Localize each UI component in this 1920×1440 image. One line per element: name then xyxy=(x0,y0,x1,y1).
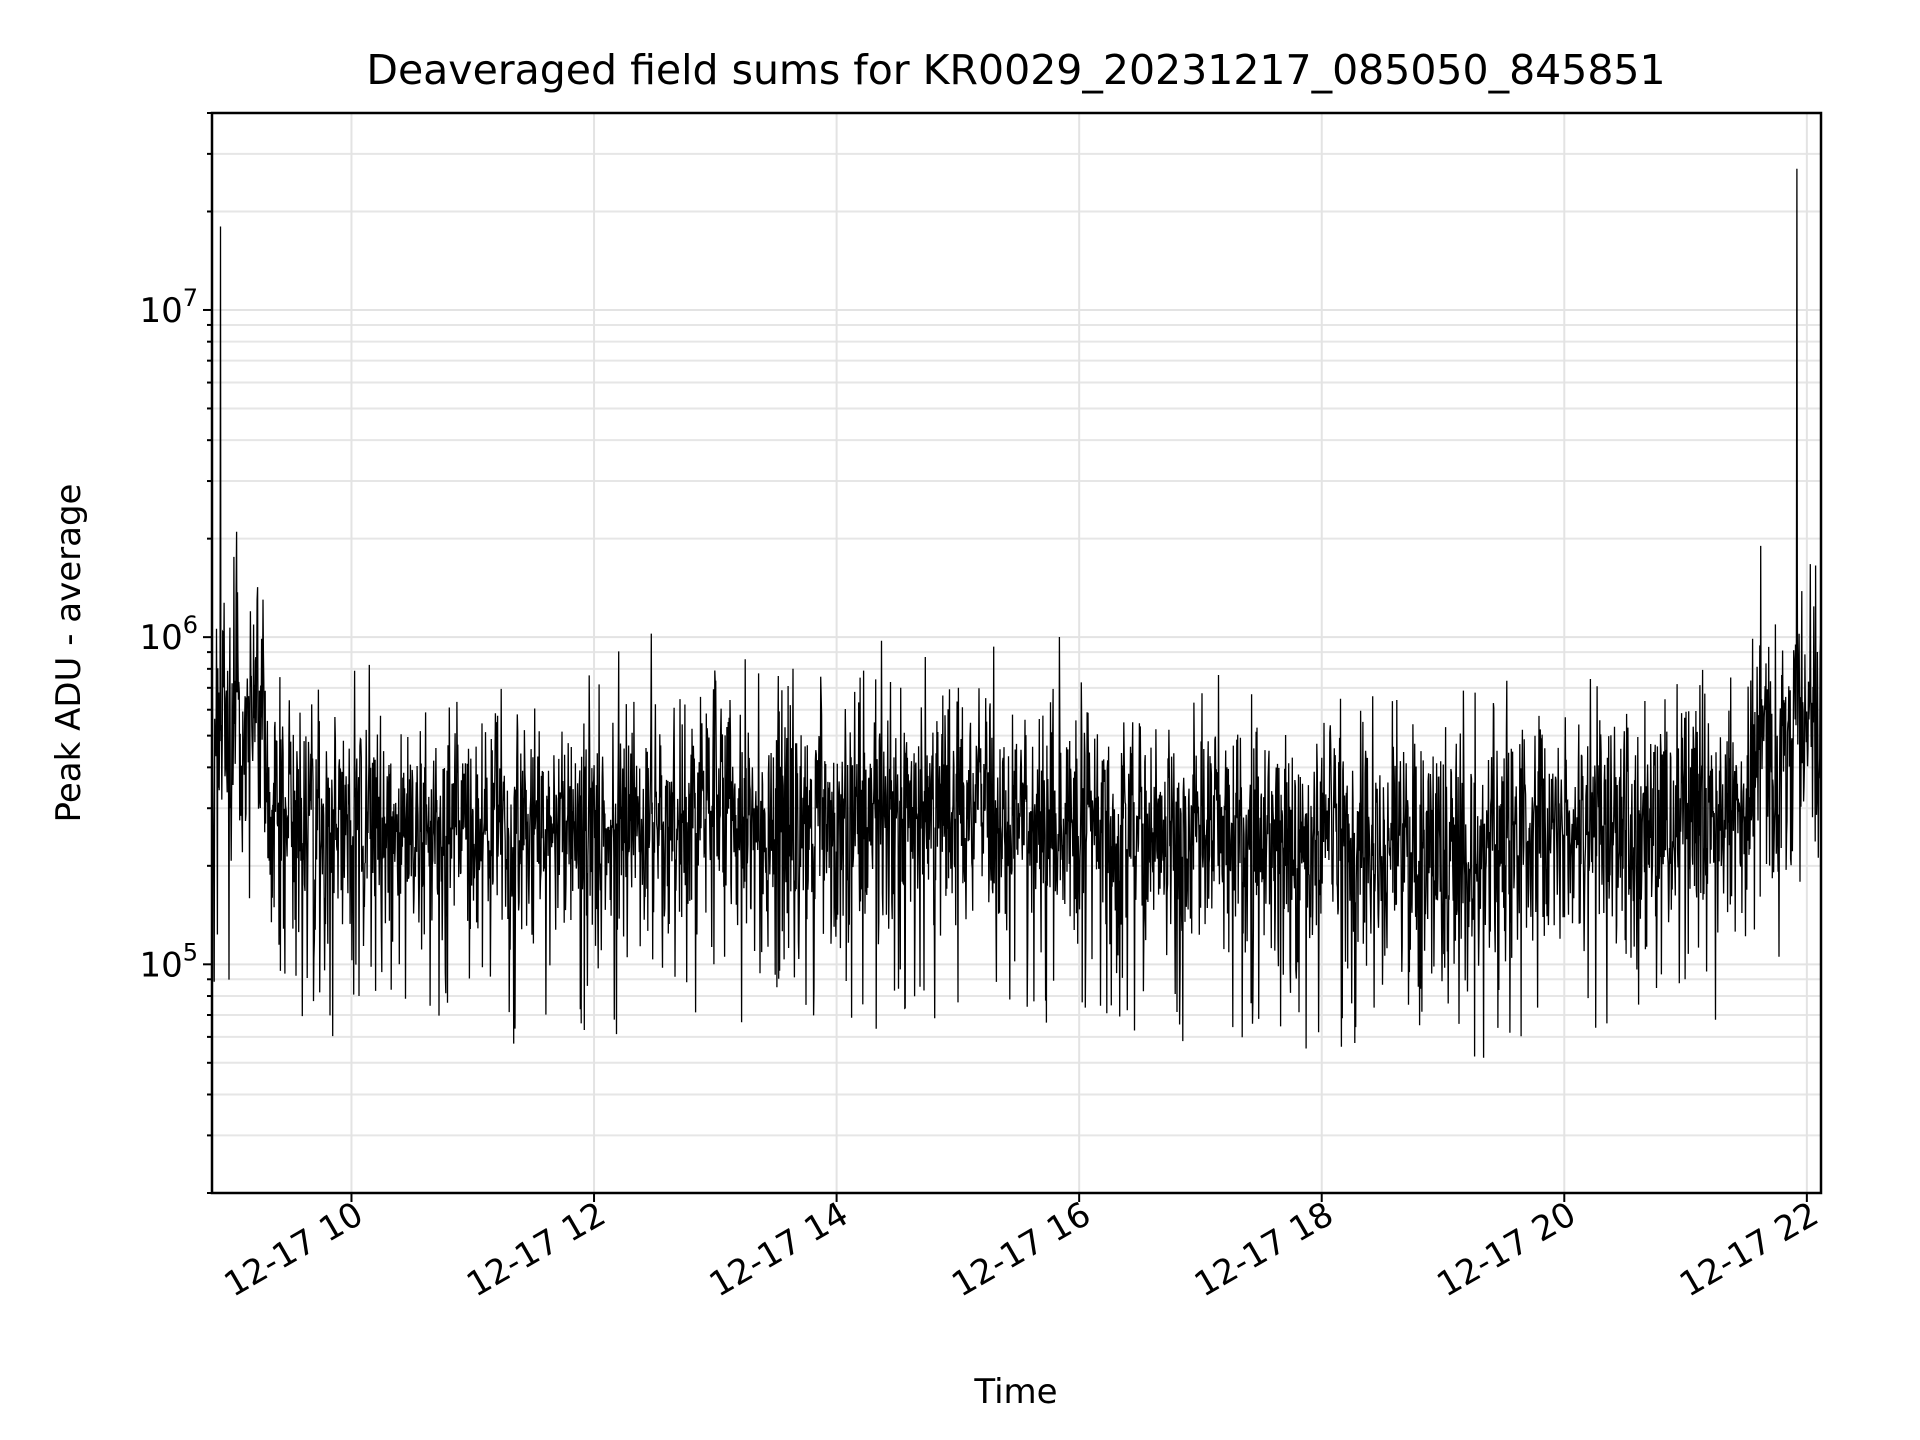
y-tick-label: 105 xyxy=(139,938,198,985)
y-tick-label: 107 xyxy=(139,284,198,331)
x-tick-label: 12-17 22 xyxy=(1673,1194,1825,1305)
x-tick-label: 12-17 14 xyxy=(703,1194,855,1305)
x-tick-label: 12-17 12 xyxy=(460,1194,612,1305)
x-tick-label: 12-17 20 xyxy=(1430,1194,1582,1305)
y-tick-label: 106 xyxy=(139,611,198,658)
x-tick-label: 12-17 16 xyxy=(945,1194,1097,1305)
series-layer xyxy=(211,168,1822,1058)
y-axis-label: Peak ADU - average xyxy=(49,484,89,823)
chart-title: Deaveraged field sums for KR0029_2023121… xyxy=(366,46,1665,94)
x-tick-label: 12-17 10 xyxy=(218,1194,370,1305)
series-line xyxy=(211,168,1822,1058)
x-tick-label: 12-17 18 xyxy=(1188,1194,1340,1305)
grid xyxy=(212,112,1821,1194)
x-axis-label: Time xyxy=(973,1372,1057,1412)
